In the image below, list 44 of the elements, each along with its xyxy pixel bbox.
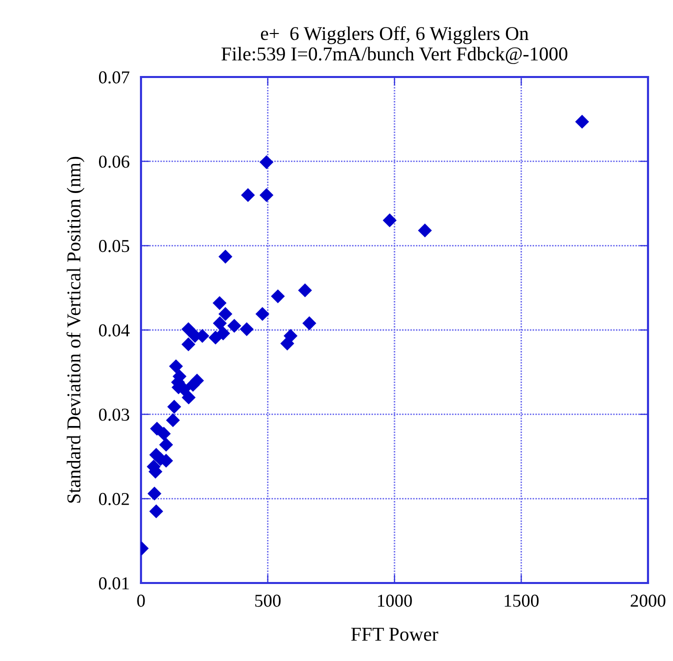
point [575,114,590,129]
y-tick-label: 0.02 [98,492,129,506]
point [212,296,227,310]
x-tick-label: 2000 [630,594,666,607]
point [260,188,274,202]
point [260,155,274,170]
y-tick-label: 0.03 [98,408,130,421]
point [418,224,432,238]
point [302,316,316,330]
y-tick-label: 0.07 [98,71,130,84]
point [227,318,242,333]
point [240,322,254,336]
y-tick-label: 0.05 [98,240,130,252]
point [270,289,285,304]
point [167,400,182,414]
point [166,413,180,428]
x-tick-label: 0 [137,594,145,607]
point [186,378,200,392]
point [181,337,196,352]
point [280,336,294,350]
point [382,213,397,228]
x-tick-label: 500 [255,594,281,607]
point [212,316,227,330]
y-tick-label: 0.04 [98,324,130,337]
point [298,283,312,298]
point [147,486,162,501]
y-tick-label: 0.06 [98,156,130,168]
x-tick-label: 1500 [504,594,539,607]
point [241,188,255,202]
y-axis-title: Standard Deviation of Vertical Position (nm) [66,156,84,503]
y-tick-label: 0.01 [98,577,129,590]
point [218,250,232,264]
point [218,307,232,321]
point [156,426,171,441]
point [216,326,230,340]
chart-title: e+ 6 Wigglers Off, 6 Wigglers On File:539 I=0.7mA/bunch Vert Fdbck@-1000 [221,26,568,64]
point [182,390,196,404]
x-axis-title: FFT Power [351,628,438,641]
point [169,359,183,374]
point [159,438,174,452]
point [255,307,270,321]
point [181,322,196,336]
point [149,504,164,518]
x-tick-label: 1000 [378,594,412,607]
